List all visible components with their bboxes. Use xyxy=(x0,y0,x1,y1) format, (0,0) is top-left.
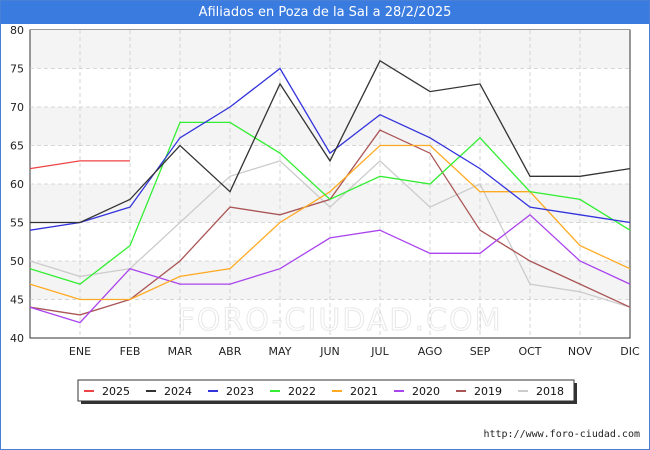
legend-label-2018: 2018 xyxy=(536,385,564,398)
legend-label-2025: 2025 xyxy=(102,385,130,398)
y-tick-label: 75 xyxy=(10,63,24,76)
legend-label-2023: 2023 xyxy=(226,385,254,398)
plot-band xyxy=(30,30,630,69)
legend-box xyxy=(77,379,575,402)
series-line-2025 xyxy=(29,160,130,170)
x-tick-label: OCT xyxy=(518,345,541,358)
y-tick-label: 60 xyxy=(10,178,24,191)
legend: 2025 2024 2023 2022 2021 2020 2019 2018 xyxy=(77,379,577,404)
series-line-2024 xyxy=(30,59,631,224)
x-tick-label: ENE xyxy=(69,345,91,358)
y-axis-ticks: 40 45 50 55 60 65 70 75 80 xyxy=(10,24,24,345)
watermark-layer: FORO-CIUDAD.COM xyxy=(177,303,503,339)
y-tick-label: 55 xyxy=(10,217,24,230)
plot-band xyxy=(30,261,630,300)
y-tick-label: 50 xyxy=(10,255,24,268)
x-tick-label: DIC xyxy=(620,345,640,358)
y-tick-label: 80 xyxy=(10,24,24,37)
watermark-text: FORO-CIUDAD.COM xyxy=(178,303,503,338)
legend-label-2021: 2021 xyxy=(350,385,378,398)
legend-label-2024: 2024 xyxy=(164,385,192,398)
chart-title: Afiliados en Poza de la Sal a 28/2/2025 xyxy=(1,1,649,24)
y-tick-label: 40 xyxy=(10,332,24,345)
plot-band xyxy=(30,107,630,146)
legend-label-2022: 2022 xyxy=(288,385,316,398)
series-line-2020 xyxy=(29,213,631,324)
source-url: http://www.foro-ciudad.com xyxy=(483,429,640,440)
series-lines xyxy=(29,59,631,324)
x-tick-label: JUN xyxy=(319,345,340,358)
y-tick-label: 65 xyxy=(10,140,24,153)
series-line-2023 xyxy=(29,67,631,231)
x-tick-label: ABR xyxy=(219,345,242,358)
x-tick-label: NOV xyxy=(568,345,593,358)
x-tick-label: AGO xyxy=(418,345,443,358)
series-line-2022 xyxy=(29,121,631,285)
gridlines xyxy=(30,30,630,338)
x-axis-ticks: ENE FEB MAR ABR MAY JUN JUL AGO SEP OCT NOV DIC xyxy=(69,345,640,358)
y-tick-label: 45 xyxy=(10,294,24,307)
legend-label-2019: 2019 xyxy=(474,385,502,398)
x-tick-label: MAY xyxy=(269,345,292,358)
legend-label-2020: 2020 xyxy=(412,385,440,398)
x-tick-label: JUL xyxy=(370,345,389,358)
x-tick-label: SEP xyxy=(470,345,491,358)
x-tick-label: FEB xyxy=(120,345,141,358)
x-tick-label: MAR xyxy=(168,345,193,358)
y-tick-label: 70 xyxy=(10,101,24,114)
